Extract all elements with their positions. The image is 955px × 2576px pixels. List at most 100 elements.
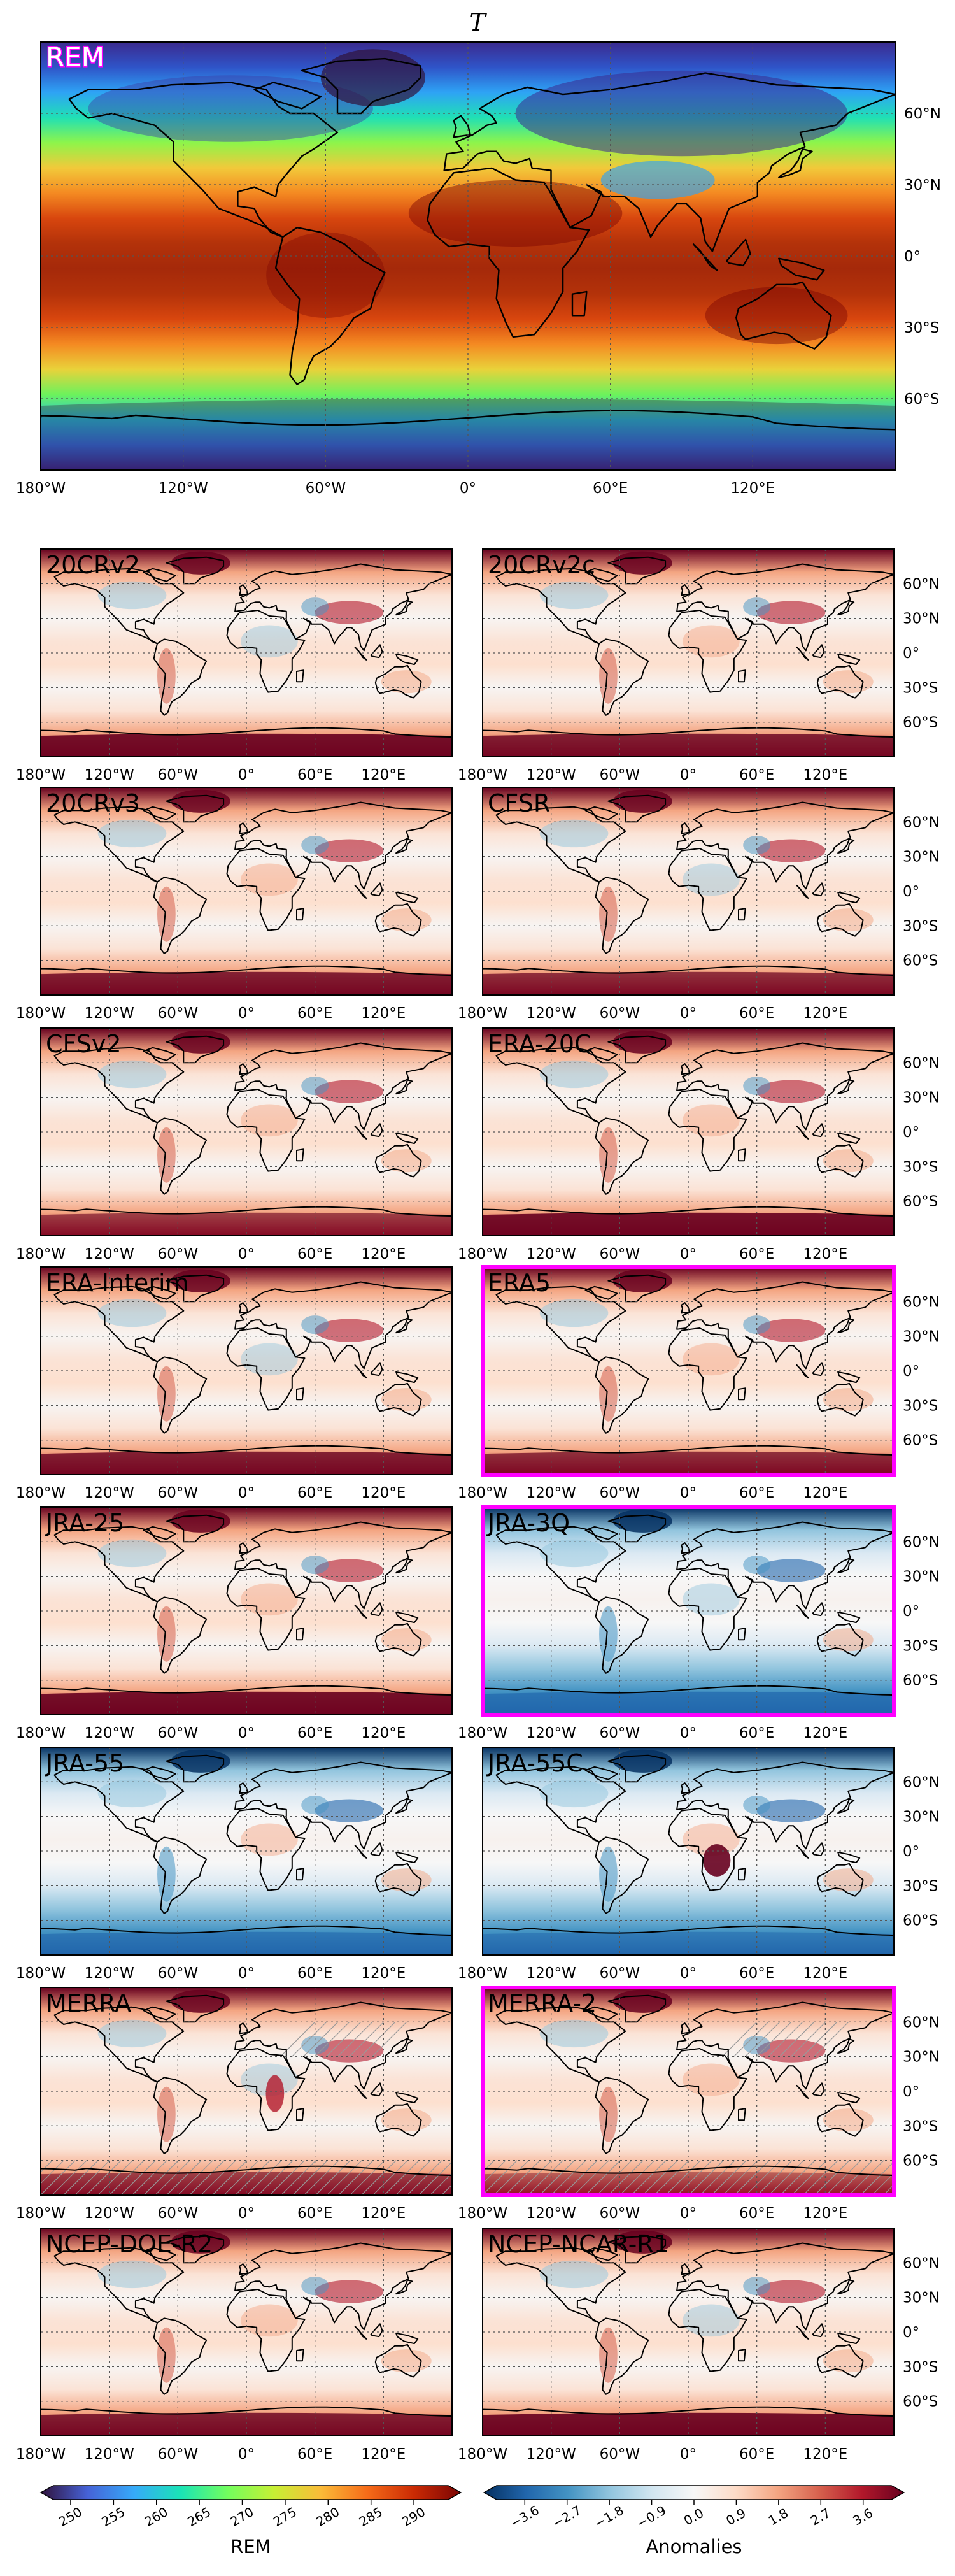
lat-tick-label: 30°N — [903, 1090, 940, 1106]
coastline-shape — [153, 1596, 208, 1674]
panel-era-interim: 180°W 120°W 60°W 0° 60°E 120°E ERA-Interim — [16, 1266, 453, 1501]
lon-tick-label: 0° — [680, 2446, 697, 2463]
lat-tick-label: 60°S — [903, 1194, 938, 1210]
lon-tick-label: 120°E — [361, 1246, 406, 1263]
coastline-shape — [816, 1382, 864, 1417]
panel-era5-field — [483, 1267, 894, 1475]
anomaly-patch — [157, 886, 176, 942]
gridlines — [41, 1747, 452, 1955]
anomaly-patch — [171, 1509, 230, 1533]
coastline-shape — [374, 1622, 422, 1657]
coastline-shape — [837, 1851, 861, 1864]
anomaly-patch — [97, 2019, 167, 2048]
coastline-shape — [239, 1542, 248, 1554]
lat-tick-label: 30°S — [903, 2359, 938, 2375]
coastline-shape — [370, 1362, 383, 1377]
anomaly-patch — [823, 2349, 874, 2373]
lon-tick-label: 60°W — [158, 2205, 199, 2222]
lon-tick-label: 180°W — [458, 1725, 507, 1742]
antarctica-coast — [41, 1925, 452, 1936]
lon-tick-label: 60°E — [297, 1965, 332, 1982]
coastline-shape — [395, 2332, 419, 2345]
coastline-shape — [239, 822, 248, 834]
coastline-shape — [681, 1302, 690, 1314]
coastline-shape — [837, 1371, 861, 1384]
lon-tick-label: 60°W — [600, 1246, 640, 1263]
lon-tick-label: 60°W — [600, 1485, 640, 1501]
anomaly-patch — [539, 1299, 609, 1327]
coastline-shape — [837, 891, 861, 904]
lat-tick-label: 60°N — [903, 2014, 940, 2031]
anomaly-patch — [241, 1583, 298, 1616]
anomaly-patch — [483, 971, 894, 995]
coastline-shape — [796, 2084, 809, 2099]
anomaly-patch — [600, 161, 715, 199]
lon-tick-label: 60°E — [739, 2446, 774, 2463]
coastline-shape — [676, 801, 894, 890]
coastline-shape — [837, 1132, 861, 1145]
lon-tick-label: 0° — [238, 1246, 255, 1263]
panel-jra-55-field — [41, 1747, 452, 1955]
coastline-shape — [374, 2103, 422, 2137]
coastline-shape — [681, 584, 690, 596]
coastline-shape — [778, 148, 813, 178]
lat-tick-label: 0° — [903, 1843, 919, 1860]
coastline-shape — [239, 2022, 248, 2035]
antarctica-coast — [41, 2406, 452, 2417]
coastline-shape — [143, 2247, 176, 2261]
anomaly-patch — [599, 1606, 618, 1662]
anomaly-patch — [823, 1388, 874, 1412]
anomaly-patch — [483, 1691, 894, 1715]
anomaly-patch — [41, 971, 452, 995]
lon-tick-label: 180°W — [16, 1725, 66, 1742]
antarctica-coast — [483, 2165, 894, 2177]
anomaly-patch — [157, 648, 176, 704]
anomaly-patch — [599, 1366, 618, 1422]
coastline-shape — [796, 884, 809, 899]
lon-tick-label: 60°W — [158, 767, 199, 784]
anomaly-patch — [381, 670, 432, 694]
anomaly-patch — [171, 2230, 230, 2254]
coastline-shape — [354, 2084, 367, 2099]
coastline-shape — [234, 2242, 452, 2331]
coastline-shape — [395, 653, 419, 666]
anomaly-patch — [612, 1269, 672, 1292]
coastline-shape — [226, 2048, 306, 2131]
panel-merra-2-frame — [481, 1986, 896, 2197]
coastline-shape — [676, 1281, 894, 1370]
colorbar-tick-label: −3.6 — [507, 2503, 542, 2531]
panel-jra-55-frame — [40, 1747, 453, 1956]
anomaly-patch — [41, 1451, 452, 1475]
lon-tick-label: 0° — [460, 480, 476, 497]
coastline-shape — [812, 1602, 825, 1617]
gridlines — [483, 1267, 894, 1475]
coastline-shape — [837, 1798, 855, 1814]
lon-tick-label: 60°E — [739, 1005, 774, 1022]
anomaly-patch — [381, 1149, 432, 1173]
antarctica-coast — [483, 2406, 894, 2417]
coastline-shape — [143, 1285, 176, 1300]
panel-merra: 180°W 120°W 60°W 0° 60°E 120°E MERRA — [16, 1987, 453, 2222]
panel-label: 20CRv2c — [488, 551, 595, 579]
anomaly-patch — [683, 625, 740, 658]
coastline-shape — [395, 2091, 419, 2104]
lon-tick-label: 120°E — [803, 1485, 847, 1501]
coastline-shape — [427, 167, 590, 338]
gridlines — [483, 787, 894, 995]
anomaly-patch — [539, 819, 609, 848]
antarctica-coast — [41, 965, 452, 977]
lat-tick-label: 60°N — [903, 1055, 940, 1071]
coastline-shape — [166, 794, 225, 823]
coastline-shape — [837, 2038, 855, 2054]
panel-era-interim-field — [41, 1267, 452, 1475]
coastlines — [53, 794, 452, 954]
coastline-shape — [607, 1514, 667, 1543]
colorbar-label: REM — [230, 2536, 271, 2558]
coastline-shape — [226, 1808, 306, 1891]
coastline-shape — [226, 1089, 306, 1172]
lon-tick-label: 0° — [680, 2205, 697, 2222]
coastline-shape — [296, 2349, 304, 2362]
lon-tick-label: 180°W — [16, 1485, 66, 1501]
coastline-shape — [571, 290, 588, 317]
coastline-shape — [607, 1274, 667, 1303]
